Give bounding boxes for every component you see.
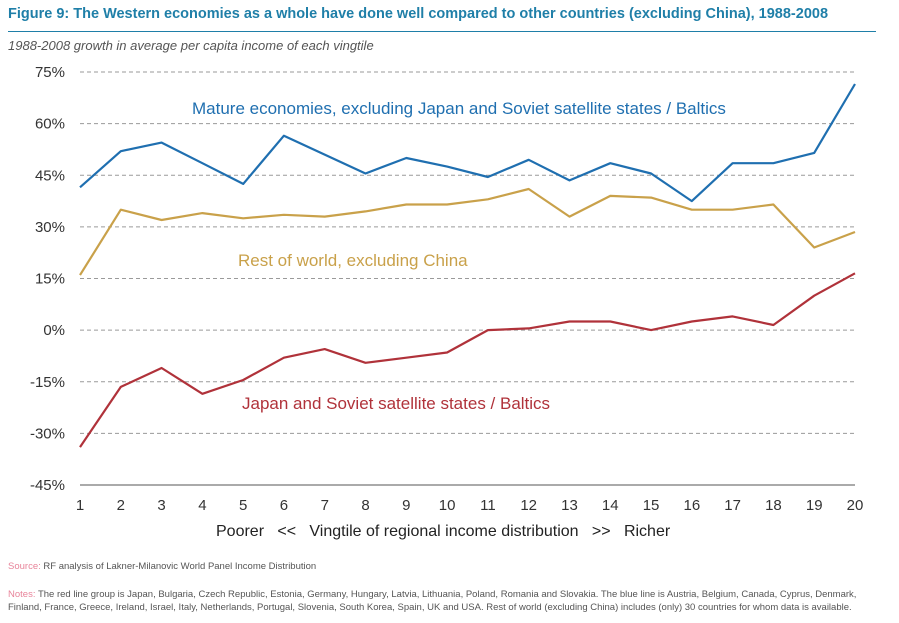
x-tick-label: 12 [520,497,537,514]
series-line-3 [79,272,856,448]
y-tick-label: 45% [35,167,65,184]
x-tick-label: 3 [157,497,165,514]
x-tick-label: 14 [602,497,619,514]
y-tick-label: 15% [35,271,65,288]
notes-key: Notes: [8,589,36,600]
series-line-2 [79,187,856,276]
series-labels: Mature economies, excluding Japan and So… [192,99,726,413]
notes-text: The red line group is Japan, Bulgaria, C… [8,589,857,613]
x-tick-label: 1 [76,497,84,514]
figure-subtitle: 1988-2008 growth in average per capita i… [8,38,374,53]
x-tick-label: 4 [198,497,206,514]
x-tick-label: 2 [117,497,125,514]
series-line-1 [79,83,856,203]
x-axis-tick-labels: 1 2 3 4 5 6 7 8 9 10 11 12 13 14 15 16 17 18 19 20 [76,497,864,514]
x-tick-label: 15 [643,497,660,514]
notes: Notes: The red line group is Japan, Bulg… [8,588,892,614]
x-axis-caption: Poorer << Vingtile of regional income di… [216,523,671,540]
series-label-3: Japan and Soviet satellite states / Balt… [242,394,550,413]
series-label-1: Mature economies, excluding Japan and So… [192,99,726,118]
x-tick-label: 20 [847,497,864,514]
y-axis-tick-labels: 75% 60% 45% 30% 15% 0% -15% -30% -45% [30,64,65,494]
source-key: Source: [8,561,41,572]
y-tick-label: -30% [30,425,65,442]
y-tick-label: 30% [35,219,65,236]
x-tick-label: 19 [806,497,823,514]
x-tick-label: 7 [321,497,329,514]
y-tick-label: 75% [35,64,65,81]
title-divider [8,31,876,32]
x-tick-label: 9 [402,497,410,514]
x-tick-label: 5 [239,497,247,514]
x-tick-label: 13 [561,497,578,514]
x-tick-label: 11 [480,497,496,514]
x-tick-label: 18 [765,497,782,514]
x-tick-label: 16 [683,497,700,514]
y-tick-label: 60% [35,116,65,133]
x-tick-label: 8 [361,497,369,514]
x-tick-label: 17 [724,497,741,514]
source-note: Source: RF analysis of Lakner-Milanovic … [8,561,316,572]
x-tick-label: 6 [280,497,288,514]
y-tick-label: -15% [30,374,65,391]
series-label-2: Rest of world, excluding China [238,251,468,270]
grid-lines [80,71,855,486]
y-tick-label: -45% [30,477,65,494]
series-lines [79,83,856,448]
x-tick-label: 10 [439,497,456,514]
source-text: RF analysis of Lakner-Milanovic World Pa… [43,561,317,572]
y-tick-label: 0% [43,322,65,339]
figure-title: Figure 9: The Western economies as a who… [8,6,829,22]
